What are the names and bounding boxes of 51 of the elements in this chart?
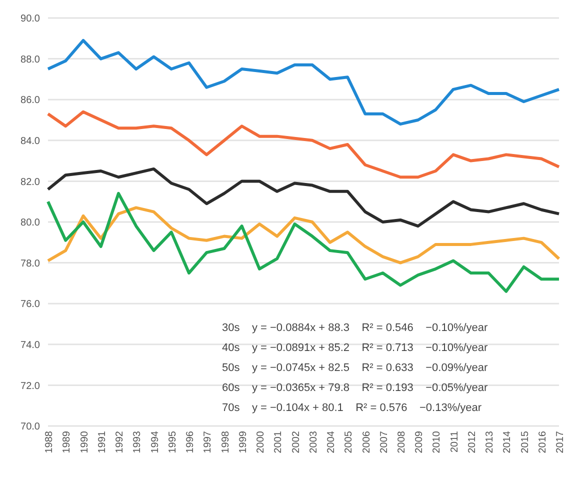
line-series [46,110,560,179]
x-tick-label: 2012 [466,430,478,454]
x-tick-label: 2017 [555,430,566,454]
x-tick-label: 2015 [520,430,531,454]
x-tick-label: 1989 [62,430,73,454]
y-tick-label: 72.0 [20,380,40,392]
x-tick-label: 2002 [290,430,302,454]
annotation: 60s y = −0.0365x + 79.8 R² = 0.193 −0.05%/year [222,381,488,396]
x-tick-label: 2000 [256,430,267,454]
line-series [46,192,560,293]
x-tick-label: 1988 [44,430,56,454]
y-tick-label: 90.0 [20,14,40,25]
line-series [46,206,560,264]
x-tick-label: 1993 [132,430,144,454]
annotation: 70s y = −0.104x + 80.1 R² = 0.576 −0.13%/year [222,401,483,416]
y-tick-label: 84.0 [20,136,40,147]
y-tick-label: 76.0 [20,299,40,310]
x-tick-label: 2005 [344,430,355,454]
x-tick-label: 1990 [79,430,90,454]
y-tick-label: 74.0 [20,340,40,351]
x-tick-label: 1991 [96,430,108,454]
x-tick-label: 1995 [167,430,178,454]
x-tick-label: 2010 [432,430,443,454]
x-tick-label: 2009 [414,430,426,454]
x-tick-label: 2007 [378,430,390,454]
line-series [46,38,560,126]
x-tick-label: 2004 [326,430,338,454]
y-tick-label: 70.0 [20,422,40,433]
x-tick-label: 2014 [502,430,514,454]
y-tick-label: 82.0 [20,176,40,188]
x-tick-label: 2016 [537,430,548,454]
y-tick-label: 86.0 [20,95,40,106]
x-tick-label: 2011 [449,430,460,453]
x-tick-label: 1992 [114,430,126,454]
x-tick-label: 2008 [396,430,408,454]
annotation: 50s y = −0.0745x + 82.5 R² = 0.633 −0.09%/year [222,361,488,376]
annotation: 30s y = −0.0884x + 88.3 R² = 0.546 −0.10%/year [222,321,488,336]
x-tick-label: 1999 [238,430,249,454]
x-tick-label: 2006 [361,430,372,454]
x-tick-label: 2003 [308,430,320,454]
x-tick-label: 1997 [202,430,214,454]
x-tick-label: 1998 [220,430,232,454]
x-tick-label: 2013 [484,430,496,454]
y-tick-label: 88.0 [20,54,40,66]
y-tick-label: 80.0 [20,218,40,229]
annotation: 40s y = −0.0891x + 85.2 R² = 0.713 −0.10%/year [222,341,488,356]
x-tick-label: 1994 [150,430,161,454]
y-tick-label: 78.0 [20,258,40,270]
x-tick-label: 1996 [185,430,196,454]
line-series [46,167,560,228]
x-tick-label: 2001 [273,430,284,454]
